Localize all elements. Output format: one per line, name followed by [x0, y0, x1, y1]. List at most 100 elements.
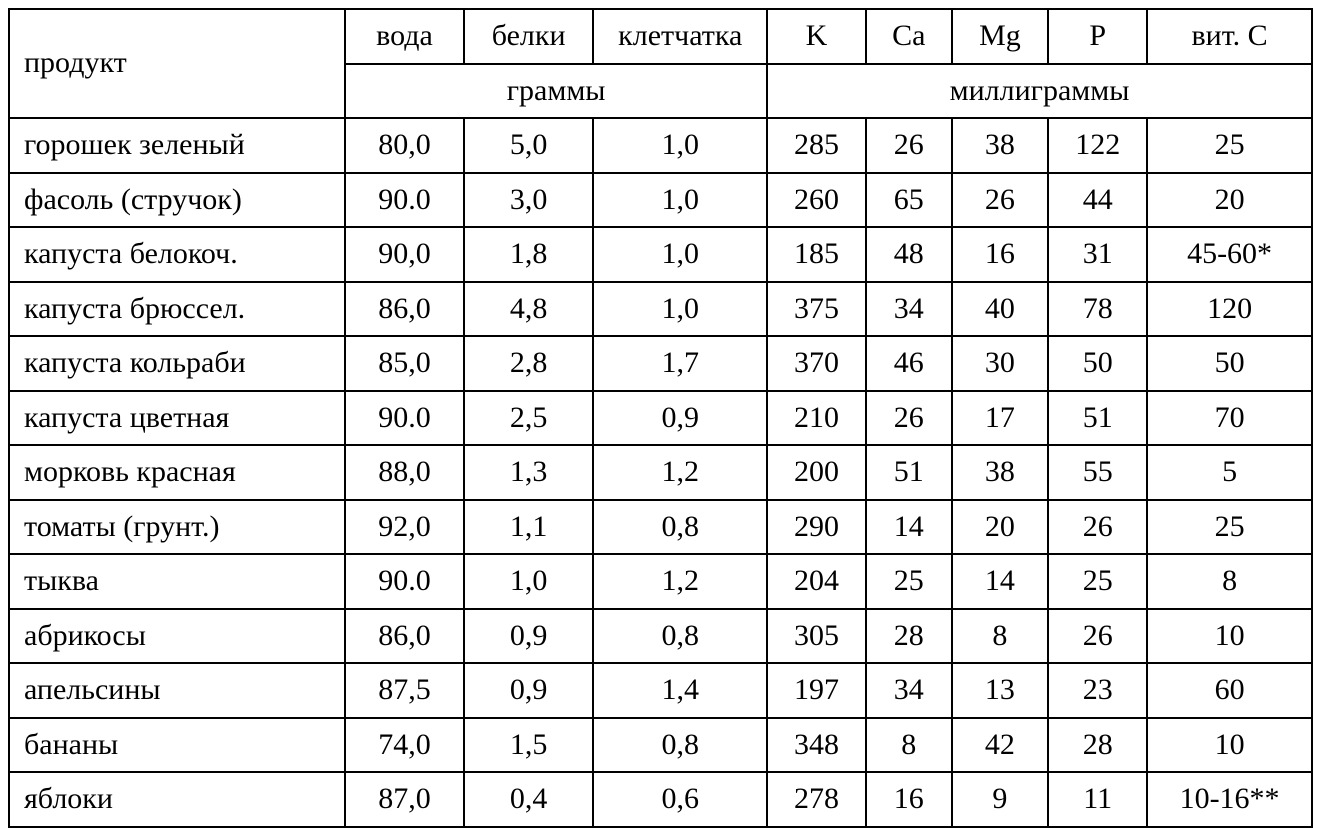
cell-k: 290 — [767, 500, 866, 555]
cell-mg: 9 — [952, 772, 1049, 827]
table-row: капуста белокоч.90,01,81,018548163145-60… — [9, 227, 1312, 282]
cell-ca: 28 — [866, 609, 952, 664]
cell-product: капуста кольраби — [9, 336, 345, 391]
cell-p: 51 — [1048, 391, 1147, 446]
cell-p: 31 — [1048, 227, 1147, 282]
cell-p: 26 — [1048, 500, 1147, 555]
cell-vitc: 10-16** — [1147, 772, 1312, 827]
cell-k: 197 — [767, 663, 866, 718]
cell-mg: 8 — [952, 609, 1049, 664]
table-row: абрикосы86,00,90,83052882610 — [9, 609, 1312, 664]
cell-water: 74,0 — [345, 718, 464, 773]
table-row: капуста брюссел.86,04,81,0375344078120 — [9, 282, 1312, 337]
cell-protein: 1,5 — [464, 718, 594, 773]
cell-p: 25 — [1048, 554, 1147, 609]
cell-product: капуста белокоч. — [9, 227, 345, 282]
cell-water: 87,5 — [345, 663, 464, 718]
cell-water: 85,0 — [345, 336, 464, 391]
cell-k: 375 — [767, 282, 866, 337]
nutrition-table: продукт вода белки клетчатка K Ca Mg P в… — [8, 8, 1313, 828]
col-header-p: P — [1048, 9, 1147, 64]
cell-vitc: 70 — [1147, 391, 1312, 446]
cell-mg: 30 — [952, 336, 1049, 391]
cell-product: тыква — [9, 554, 345, 609]
cell-k: 285 — [767, 118, 866, 173]
cell-fiber: 1,0 — [593, 173, 767, 228]
cell-protein: 0,4 — [464, 772, 594, 827]
cell-k: 185 — [767, 227, 866, 282]
cell-vitc: 25 — [1147, 118, 1312, 173]
table-row: томаты (грунт.)92,01,10,829014202625 — [9, 500, 1312, 555]
cell-ca: 14 — [866, 500, 952, 555]
cell-p: 26 — [1048, 609, 1147, 664]
cell-vitc: 20 — [1147, 173, 1312, 228]
cell-vitc: 8 — [1147, 554, 1312, 609]
cell-water: 86,0 — [345, 609, 464, 664]
cell-fiber: 0,6 — [593, 772, 767, 827]
cell-fiber: 1,4 — [593, 663, 767, 718]
unit-header-milligrams: миллиграммы — [767, 64, 1312, 119]
cell-protein: 1,3 — [464, 445, 594, 500]
cell-protein: 0,9 — [464, 663, 594, 718]
cell-k: 200 — [767, 445, 866, 500]
table-body: горошек зеленый80,05,01,0285263812225фас… — [9, 118, 1312, 827]
cell-mg: 40 — [952, 282, 1049, 337]
cell-ca: 46 — [866, 336, 952, 391]
cell-ca: 26 — [866, 391, 952, 446]
col-header-fiber: клетчатка — [593, 9, 767, 64]
cell-mg: 17 — [952, 391, 1049, 446]
cell-p: 55 — [1048, 445, 1147, 500]
table-row: капуста цветная90.02,50,921026175170 — [9, 391, 1312, 446]
col-header-vitc: вит. C — [1147, 9, 1312, 64]
cell-vitc: 45-60* — [1147, 227, 1312, 282]
cell-k: 210 — [767, 391, 866, 446]
cell-p: 11 — [1048, 772, 1147, 827]
cell-p: 122 — [1048, 118, 1147, 173]
cell-ca: 48 — [866, 227, 952, 282]
cell-fiber: 0,8 — [593, 500, 767, 555]
cell-p: 50 — [1048, 336, 1147, 391]
cell-product: капуста цветная — [9, 391, 345, 446]
cell-product: томаты (грунт.) — [9, 500, 345, 555]
col-header-mg: Mg — [952, 9, 1049, 64]
cell-water: 87,0 — [345, 772, 464, 827]
cell-ca: 8 — [866, 718, 952, 773]
cell-fiber: 1,0 — [593, 227, 767, 282]
cell-mg: 38 — [952, 118, 1049, 173]
cell-fiber: 1,0 — [593, 118, 767, 173]
cell-mg: 38 — [952, 445, 1049, 500]
cell-fiber: 0,8 — [593, 609, 767, 664]
cell-mg: 42 — [952, 718, 1049, 773]
cell-product: апельсины — [9, 663, 345, 718]
cell-water: 86,0 — [345, 282, 464, 337]
cell-fiber: 0,8 — [593, 718, 767, 773]
cell-p: 28 — [1048, 718, 1147, 773]
cell-p: 44 — [1048, 173, 1147, 228]
cell-protein: 1,8 — [464, 227, 594, 282]
col-header-ca: Ca — [866, 9, 952, 64]
cell-ca: 65 — [866, 173, 952, 228]
cell-protein: 2,8 — [464, 336, 594, 391]
cell-vitc: 25 — [1147, 500, 1312, 555]
cell-water: 80,0 — [345, 118, 464, 173]
cell-vitc: 5 — [1147, 445, 1312, 500]
cell-product: горошек зеленый — [9, 118, 345, 173]
cell-k: 348 — [767, 718, 866, 773]
cell-p: 78 — [1048, 282, 1147, 337]
cell-k: 305 — [767, 609, 866, 664]
col-header-k: K — [767, 9, 866, 64]
cell-water: 90.0 — [345, 554, 464, 609]
cell-water: 90.0 — [345, 391, 464, 446]
cell-product: морковь красная — [9, 445, 345, 500]
cell-water: 90,0 — [345, 227, 464, 282]
cell-mg: 20 — [952, 500, 1049, 555]
cell-mg: 26 — [952, 173, 1049, 228]
table-row: фасоль (стручок)90.03,01,026065264420 — [9, 173, 1312, 228]
cell-protein: 5,0 — [464, 118, 594, 173]
cell-ca: 25 — [866, 554, 952, 609]
cell-vitc: 120 — [1147, 282, 1312, 337]
cell-vitc: 10 — [1147, 718, 1312, 773]
cell-product: абрикосы — [9, 609, 345, 664]
cell-k: 370 — [767, 336, 866, 391]
table-row: капуста кольраби85,02,81,737046305050 — [9, 336, 1312, 391]
